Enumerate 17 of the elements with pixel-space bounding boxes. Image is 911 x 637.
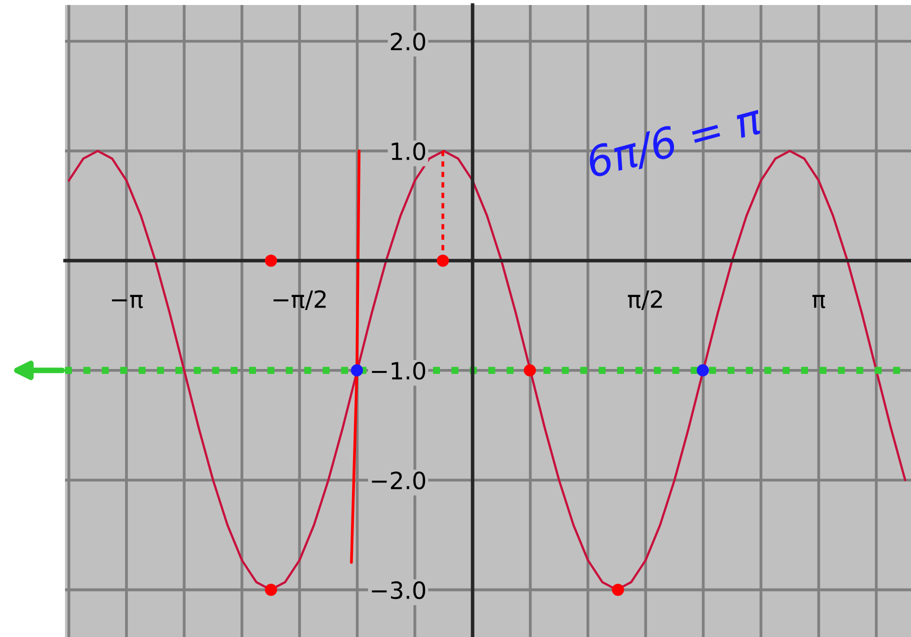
point <box>264 584 278 596</box>
point <box>612 584 624 596</box>
x-tick-label: −π/2 <box>274 290 326 310</box>
y-tick-label: −2.0 <box>372 472 426 490</box>
point <box>696 364 709 376</box>
annotation: 6π/6 = π <box>585 102 765 182</box>
point <box>350 364 363 376</box>
y-tick-label: −1.0 <box>372 362 426 380</box>
y-tick-label: −3.0 <box>372 581 426 600</box>
x-tick-label: π <box>812 294 826 308</box>
point <box>436 254 449 267</box>
x-tick-label: −π <box>112 294 143 308</box>
point <box>264 254 278 267</box>
y-tick-label: 2.0 <box>390 32 426 51</box>
point <box>524 364 536 376</box>
x-tick-label: π/2 <box>628 290 662 310</box>
y-tick-label: 1.0 <box>392 142 426 160</box>
